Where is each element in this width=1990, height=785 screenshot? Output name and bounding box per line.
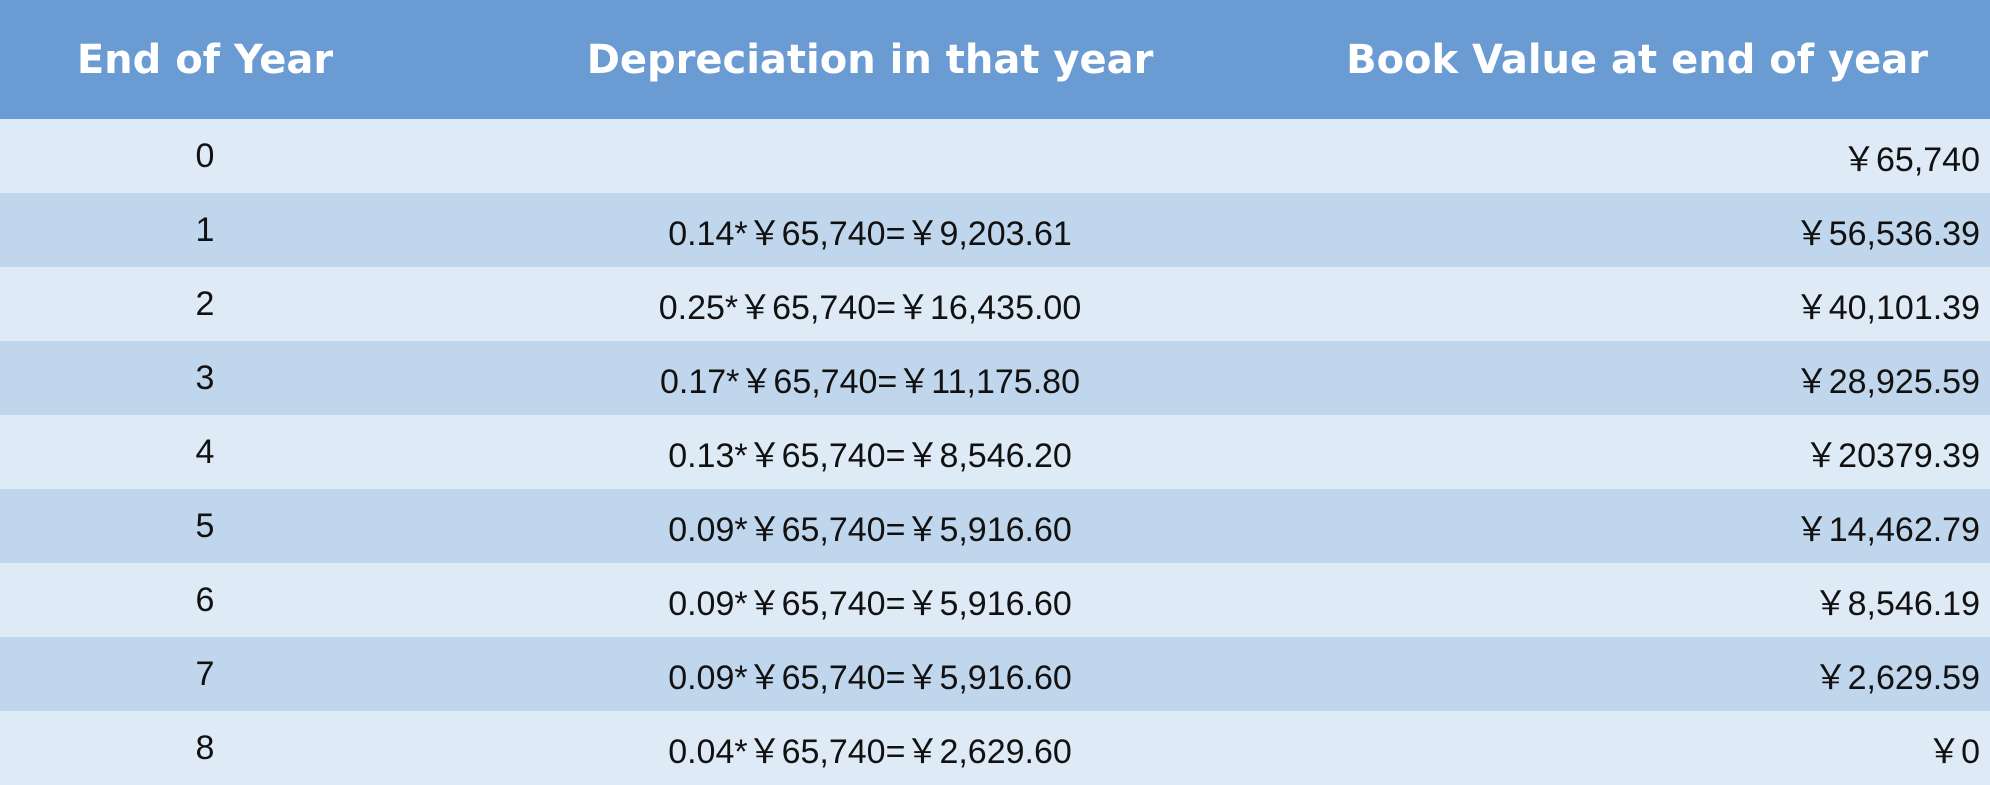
cell-year: 0 <box>195 136 215 175</box>
cell-year: 2 <box>195 284 215 323</box>
cell-book-value: ￥20379.39 <box>1804 436 1980 475</box>
cell-year: 6 <box>195 580 215 619</box>
cell-depreciation: 0.09*￥65,740=￥5,916.60 <box>668 510 1072 549</box>
table-row: 4 0.13*￥65,740=￥8,546.20 ￥20379.39 <box>0 415 1990 489</box>
header-row: End of Year Depreciation in that year Bo… <box>0 0 1990 119</box>
cell-year: 1 <box>195 210 215 249</box>
cell-book-value: ￥56,536.39 <box>1794 214 1980 253</box>
cell-depreciation: 0.14*￥65,740=￥9,203.61 <box>668 214 1072 253</box>
cell-depreciation: 0.09*￥65,740=￥5,916.60 <box>668 584 1072 623</box>
cell-depreciation: 0.17*￥65,740=￥11,175.80 <box>660 362 1080 401</box>
cell-year: 5 <box>195 506 215 545</box>
cell-book-value: ￥0 <box>1927 732 1980 771</box>
cell-year: 3 <box>195 358 215 397</box>
cell-year: 7 <box>195 654 215 693</box>
table-row: 3 0.17*￥65,740=￥11,175.80 ￥28,925.59 <box>0 341 1990 415</box>
cell-book-value: ￥2,629.59 <box>1813 658 1980 697</box>
cell-book-value: ￥8,546.19 <box>1813 584 1980 623</box>
cell-book-value: ￥14,462.79 <box>1794 510 1980 549</box>
table-row: 8 0.04*￥65,740=￥2,629.60 ￥0 <box>0 711 1990 785</box>
table-row: 0 ￥65,740 <box>0 119 1990 193</box>
table-row: 2 0.25*￥65,740=￥16,435.00 ￥40,101.39 <box>0 267 1990 341</box>
table-row: 6 0.09*￥65,740=￥5,916.60 ￥8,546.19 <box>0 563 1990 637</box>
cell-depreciation: 0.25*￥65,740=￥16,435.00 <box>658 288 1082 327</box>
header-book-value: Book Value at end of year <box>1346 36 1928 83</box>
cell-year: 4 <box>195 432 215 471</box>
cell-book-value: ￥28,925.59 <box>1794 362 1980 401</box>
cell-depreciation: 0.13*￥65,740=￥8,546.20 <box>668 436 1072 475</box>
table-header: End of Year Depreciation in that year Bo… <box>0 0 1990 119</box>
table-row: 7 0.09*￥65,740=￥5,916.60 ￥2,629.59 <box>0 637 1990 711</box>
cell-book-value: ￥65,740 <box>1842 140 1980 179</box>
cell-book-value: ￥40,101.39 <box>1794 288 1980 327</box>
cell-depreciation: 0.09*￥65,740=￥5,916.60 <box>668 658 1072 697</box>
table-body: 0 ￥65,740 1 0.14*￥65,740=￥9,203.61 ￥56,5… <box>0 119 1990 785</box>
header-depreciation: Depreciation in that year <box>586 36 1154 83</box>
table-row: 5 0.09*￥65,740=￥5,916.60 ￥14,462.79 <box>0 489 1990 563</box>
cell-depreciation: 0.04*￥65,740=￥2,629.60 <box>668 732 1072 771</box>
cell-depreciation <box>410 119 1330 193</box>
table-row: 1 0.14*￥65,740=￥9,203.61 ￥56,536.39 <box>0 193 1990 267</box>
cell-year: 8 <box>195 728 215 767</box>
header-end-of-year: End of Year <box>76 36 334 83</box>
